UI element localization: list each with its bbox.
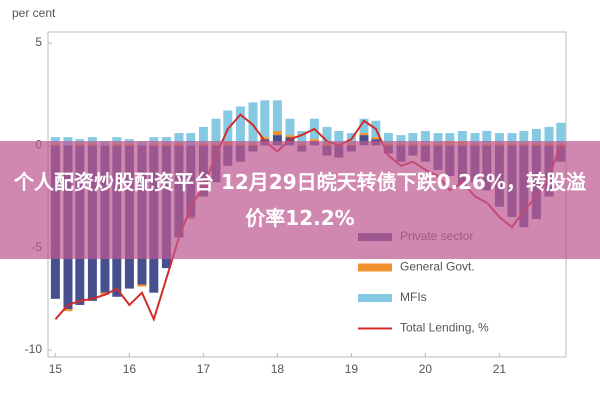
overlay-caption: 个人配资炒股配资平台 12月29日皖天转债下跌0.26%，转股溢价率12.2% [13,170,586,230]
bar [198,126,208,144]
bar [223,110,233,142]
bar [470,133,480,144]
x-tick-label: 20 [419,362,433,376]
bar [285,135,295,138]
legend-swatch [358,263,392,272]
bar [494,133,504,144]
bar [544,126,554,144]
x-tick-label: 17 [197,362,211,376]
bar [161,137,171,144]
bar [87,137,97,144]
bar [383,133,393,144]
legend-swatch [358,294,392,302]
bar [309,139,319,142]
bar [112,137,122,144]
bar [556,122,566,144]
bar [457,131,467,142]
bar [248,102,258,144]
bar [50,137,60,144]
bar [272,100,282,132]
bar [272,135,282,146]
y-axis-label: per cent [12,6,56,20]
bar [137,284,147,287]
bar [211,118,221,144]
bar [235,106,245,144]
bar [322,126,332,144]
bar [371,137,381,140]
bar [272,131,282,136]
bar [396,135,406,144]
legend-label: MFIs [400,290,427,304]
overlay-banner: 个人配资炒股配资平台 12月29日皖天转债下跌0.26%，转股溢价率12.2% [0,141,600,259]
x-tick-label: 15 [49,362,63,376]
y-tick-label: -10 [25,342,43,356]
bar [285,118,295,136]
bar [359,118,369,134]
bar [359,133,369,136]
bar [260,100,270,138]
bar [334,131,344,144]
x-tick-label: 21 [493,362,507,376]
bar [174,133,184,144]
bar [260,137,270,140]
legend-label: General Govt. [400,260,475,274]
legend-label: Total Lending, % [400,321,489,335]
bar [186,133,196,146]
bar [359,135,369,146]
bar [531,128,541,144]
x-tick-label: 19 [345,362,359,376]
bar [445,133,455,142]
bar [519,131,529,144]
y-tick-label: 5 [35,35,42,49]
bar [408,133,418,144]
x-tick-label: 18 [271,362,285,376]
x-tick-label: 16 [123,362,137,376]
bar [507,133,517,144]
bar [297,131,307,144]
bar [63,309,73,312]
bar [433,133,443,144]
bar [482,131,492,144]
bar [420,131,430,144]
bar [149,137,159,144]
